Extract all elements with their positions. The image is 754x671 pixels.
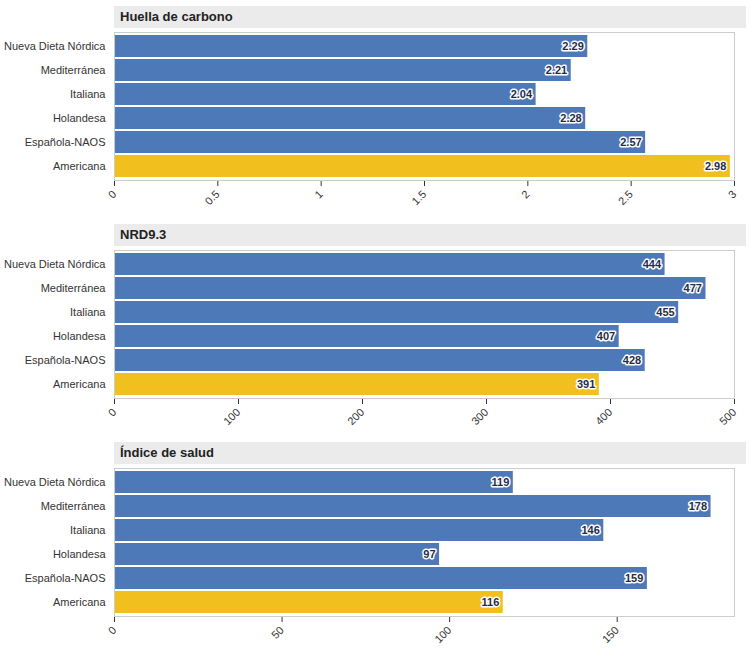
svg-text:Americana: Americana bbox=[53, 378, 106, 390]
svg-text:119: 119 bbox=[492, 476, 510, 488]
svg-text:2.04: 2.04 bbox=[511, 88, 533, 100]
svg-text:Italiana: Italiana bbox=[70, 88, 106, 100]
svg-text:407: 407 bbox=[597, 330, 615, 342]
svg-text:200: 200 bbox=[345, 406, 366, 427]
svg-text:2.5: 2.5 bbox=[616, 188, 635, 207]
svg-text:Holandesa: Holandesa bbox=[53, 548, 106, 560]
svg-text:Holandesa: Holandesa bbox=[53, 330, 106, 342]
svg-text:Nueva Dieta Nórdica: Nueva Dieta Nórdica bbox=[4, 258, 106, 270]
svg-text:0.5: 0.5 bbox=[202, 188, 221, 207]
html-text:Índice de salud: Índice de salud bbox=[120, 445, 214, 460]
svg-text:2.29: 2.29 bbox=[562, 40, 583, 52]
svg-text:500: 500 bbox=[717, 406, 738, 427]
svg-text:3: 3 bbox=[726, 188, 739, 201]
svg-text:178: 178 bbox=[689, 500, 707, 512]
svg-text:2.98: 2.98 bbox=[705, 160, 726, 172]
svg-text:1: 1 bbox=[312, 188, 325, 201]
svg-text:146: 146 bbox=[581, 524, 599, 536]
svg-text:116: 116 bbox=[482, 596, 500, 608]
svg-text:Holandesa: Holandesa bbox=[53, 112, 106, 124]
svg-text:428: 428 bbox=[623, 354, 641, 366]
svg-text:Americana: Americana bbox=[53, 160, 106, 172]
html-text:NRD9.3: NRD9.3 bbox=[120, 227, 167, 242]
svg-text:Mediterránea: Mediterránea bbox=[41, 500, 107, 512]
svg-text:0: 0 bbox=[106, 188, 119, 201]
svg-text:2: 2 bbox=[519, 188, 532, 201]
svg-text:97: 97 bbox=[423, 548, 435, 560]
svg-text:Nueva Dieta Nórdica: Nueva Dieta Nórdica bbox=[4, 476, 106, 488]
svg-text:Italiana: Italiana bbox=[70, 524, 106, 536]
svg-text:0: 0 bbox=[106, 624, 119, 637]
svg-text:Italiana: Italiana bbox=[70, 306, 106, 318]
html-text:Huella de carbono: Huella de carbono bbox=[120, 9, 233, 24]
svg-text:150: 150 bbox=[600, 624, 621, 645]
svg-text:477: 477 bbox=[684, 282, 702, 294]
svg-text:Española-NAOS: Española-NAOS bbox=[25, 136, 106, 148]
svg-text:2.21: 2.21 bbox=[546, 64, 567, 76]
svg-text:Nueva Dieta Nórdica: Nueva Dieta Nórdica bbox=[4, 40, 106, 52]
svg-text:100: 100 bbox=[221, 406, 242, 427]
svg-text:Mediterránea: Mediterránea bbox=[41, 282, 107, 294]
svg-text:50: 50 bbox=[269, 624, 286, 641]
svg-text:391: 391 bbox=[577, 378, 595, 390]
svg-text:2.28: 2.28 bbox=[560, 112, 581, 124]
svg-text:1.5: 1.5 bbox=[409, 188, 428, 207]
svg-text:2.57: 2.57 bbox=[620, 136, 641, 148]
svg-text:Mediterránea: Mediterránea bbox=[41, 64, 107, 76]
svg-text:Española-NAOS: Española-NAOS bbox=[25, 354, 106, 366]
svg-text:400: 400 bbox=[593, 406, 614, 427]
svg-text:159: 159 bbox=[625, 572, 643, 584]
svg-text:0: 0 bbox=[106, 406, 119, 419]
svg-text:100: 100 bbox=[432, 624, 453, 645]
svg-text:444: 444 bbox=[643, 258, 662, 270]
svg-text:300: 300 bbox=[469, 406, 490, 427]
svg-text:455: 455 bbox=[656, 306, 674, 318]
svg-text:Española-NAOS: Española-NAOS bbox=[25, 572, 106, 584]
svg-text:Americana: Americana bbox=[53, 596, 106, 608]
